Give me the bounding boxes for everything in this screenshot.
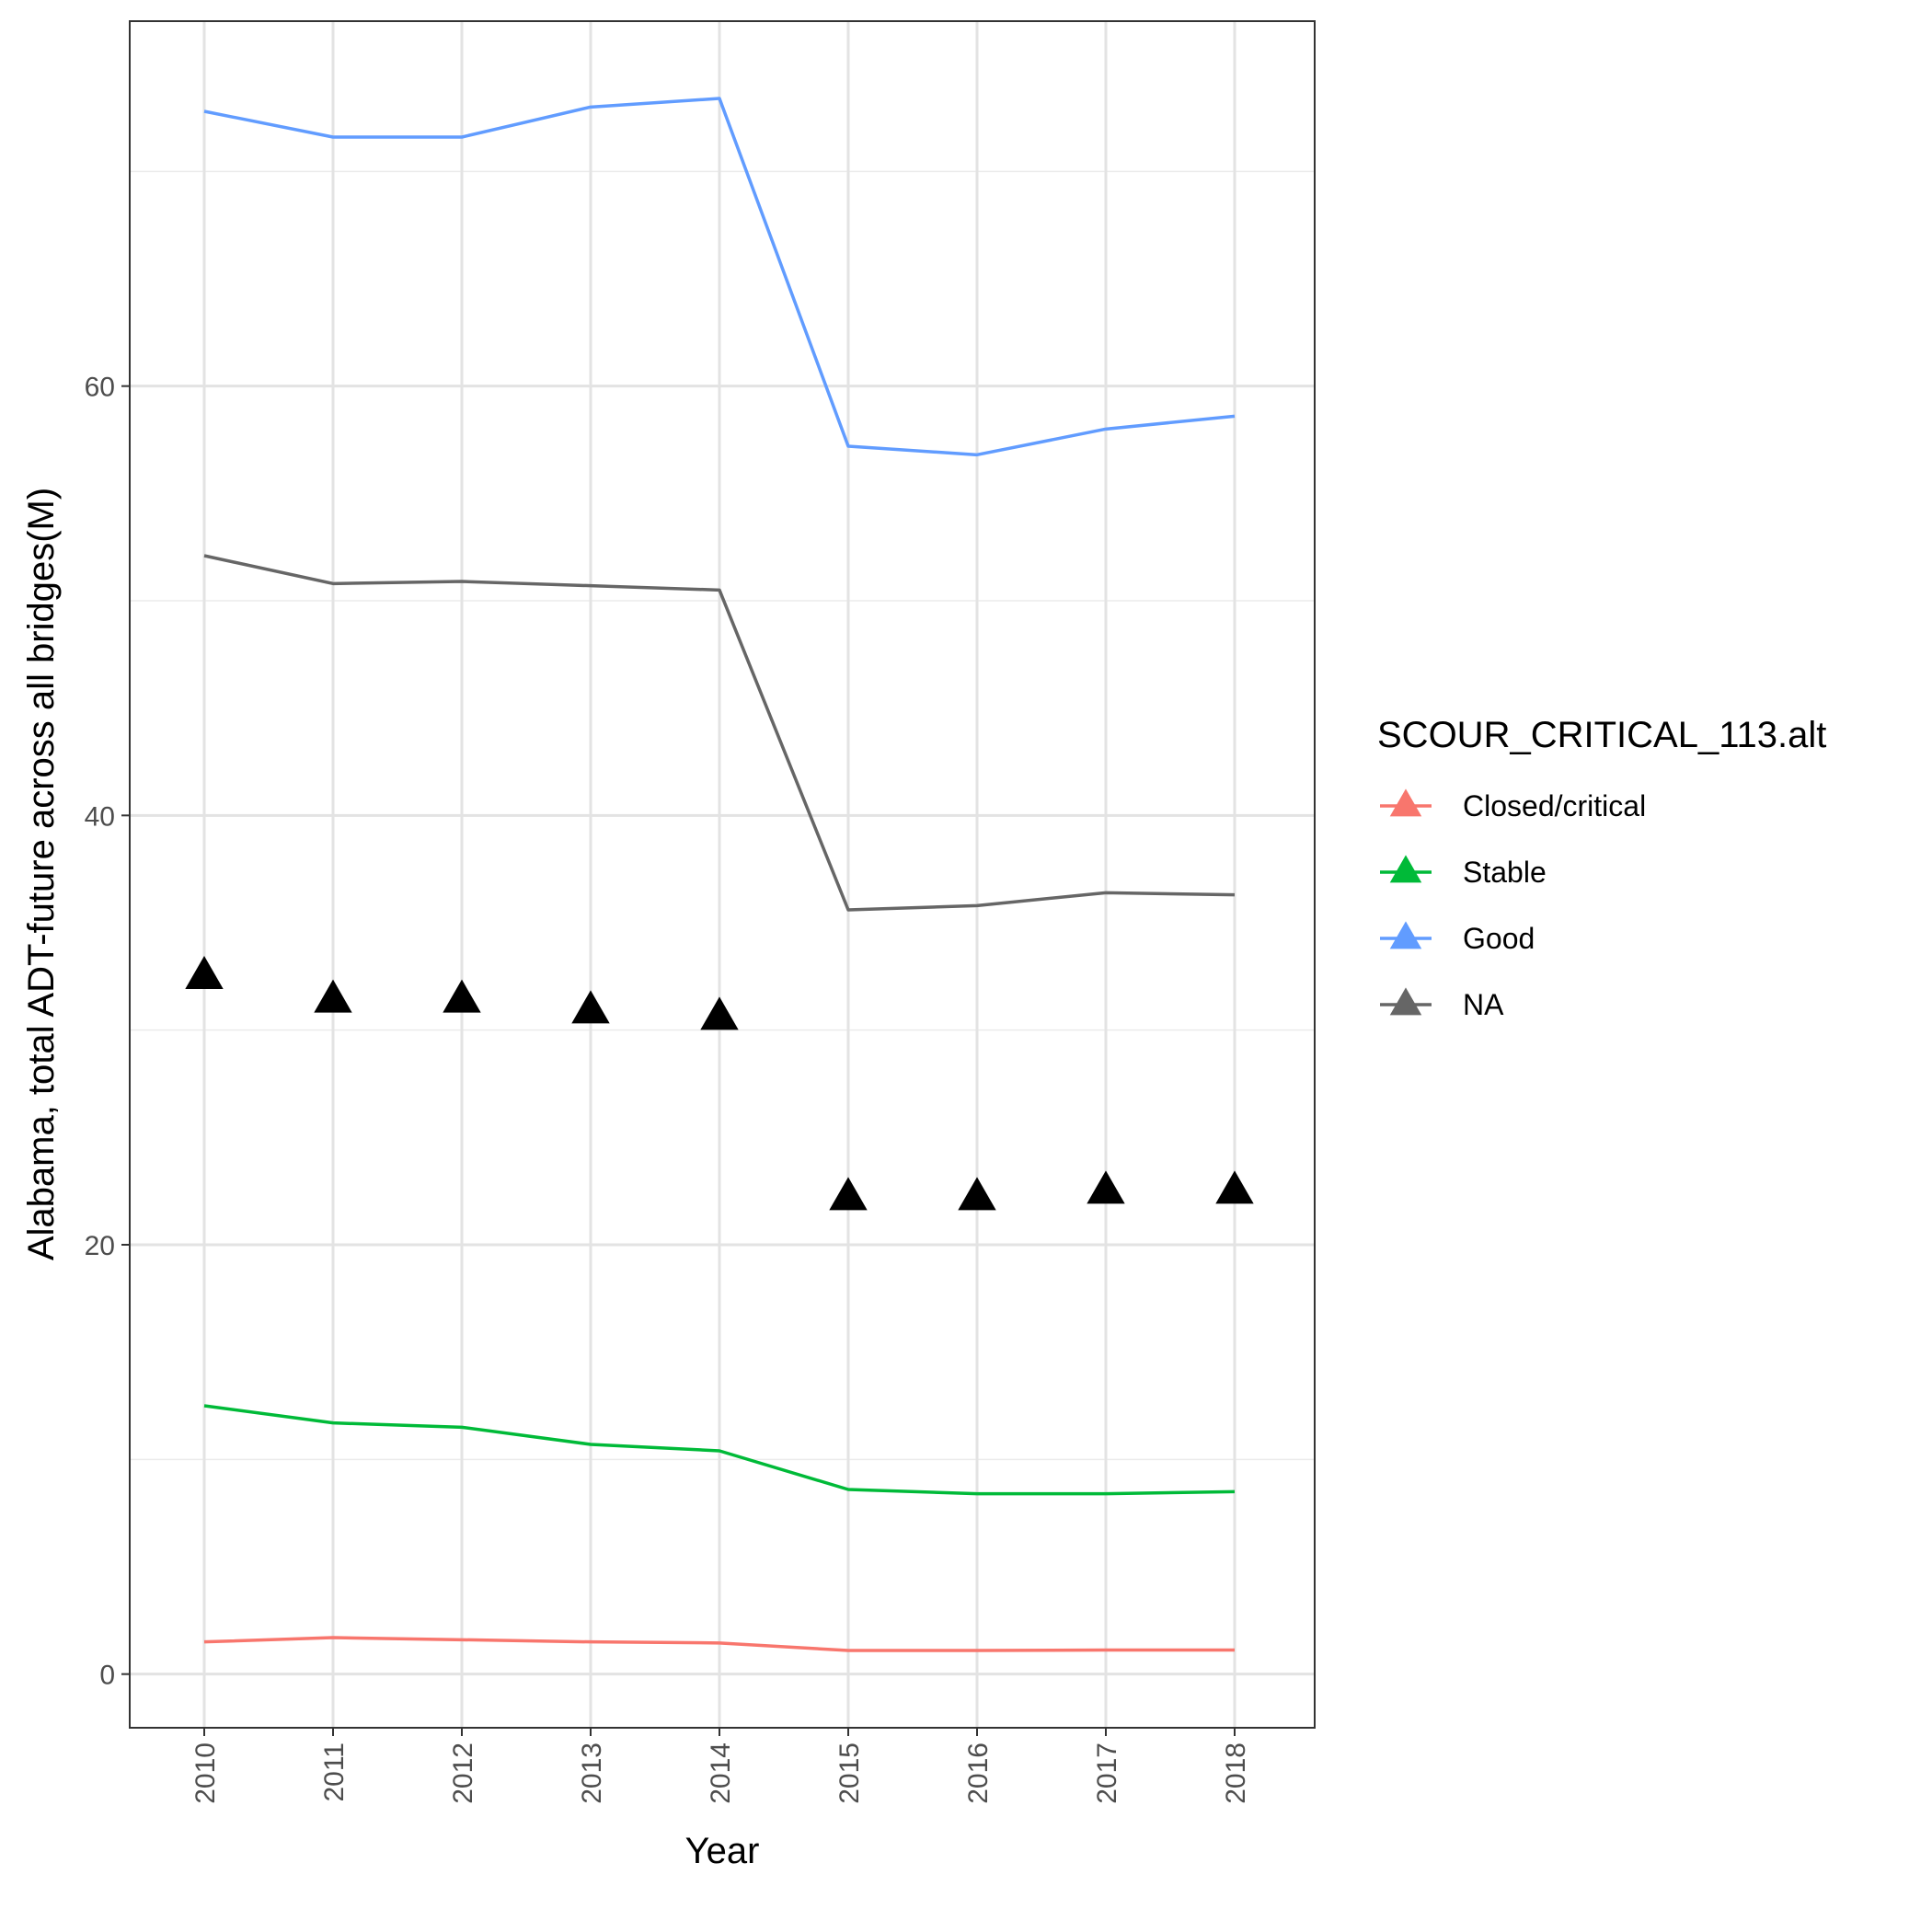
x-tick-label: 2014 <box>706 1742 736 1804</box>
x-axis-title: Year <box>685 1831 760 1871</box>
point-marker-triangle <box>571 990 610 1024</box>
y-tick-label: 20 <box>85 1231 115 1261</box>
legend-key-marker-closed-critical <box>1389 788 1422 817</box>
plot-panel-background <box>130 21 1315 1728</box>
point-marker-triangle <box>958 1177 996 1211</box>
legend-label-na: NA <box>1463 988 1504 1021</box>
point-marker-triangle <box>829 1177 868 1211</box>
x-tick-label: 2018 <box>1221 1742 1251 1804</box>
legend-label-stable: Stable <box>1463 856 1547 889</box>
legend-key-marker-good <box>1389 921 1422 949</box>
y-axis-title: Alabama, total ADT-future across all bri… <box>21 488 62 1260</box>
x-tick-label: 2010 <box>190 1742 221 1804</box>
legend-key-marker-na <box>1389 987 1422 1016</box>
series-line-closed-critical <box>203 1636 1235 1652</box>
plot-panel-border <box>129 20 1316 1729</box>
grid-major <box>130 21 1315 1728</box>
series-line-na <box>203 554 1236 912</box>
series-line-stable <box>203 1404 1236 1496</box>
legend-keys: Closed/critical Stable Good NA <box>1380 788 1646 1021</box>
y-tick-label: 40 <box>85 801 115 832</box>
x-tick-label: 2011 <box>319 1742 350 1802</box>
legend-key-marker-stable <box>1389 855 1422 883</box>
point-marker-triangle <box>443 979 481 1013</box>
x-tick-label: 2012 <box>448 1742 478 1804</box>
x-tick-label: 2015 <box>834 1742 865 1804</box>
y-axis-ticks: 0 20 40 60 <box>85 373 130 1691</box>
legend-label-good: Good <box>1463 922 1535 955</box>
legend: SCOUR_CRITICAL_113.alt Closed/critical St… <box>1377 715 1826 1021</box>
point-marker-triangle <box>314 979 352 1013</box>
x-tick-label: 2017 <box>1092 1742 1122 1804</box>
marker-points <box>185 956 1254 1211</box>
series-lines <box>203 97 1236 1652</box>
y-tick-label: 60 <box>85 373 115 403</box>
point-marker-triangle <box>185 956 224 990</box>
point-marker-triangle <box>700 996 739 1030</box>
x-axis-ticks: 2010 2011 2012 2013 2014 2015 2016 2017 2018 <box>190 1728 1251 1804</box>
y-tick-label: 0 <box>99 1661 115 1691</box>
series-line-good <box>203 97 1236 457</box>
x-tick-label: 2016 <box>963 1742 994 1804</box>
legend-title: SCOUR_CRITICAL_113.alt <box>1377 715 1826 755</box>
x-tick-label: 2013 <box>577 1742 607 1804</box>
legend-label-closed-critical: Closed/critical <box>1463 789 1646 822</box>
point-marker-triangle <box>1215 1170 1254 1204</box>
point-marker-triangle <box>1087 1170 1125 1204</box>
